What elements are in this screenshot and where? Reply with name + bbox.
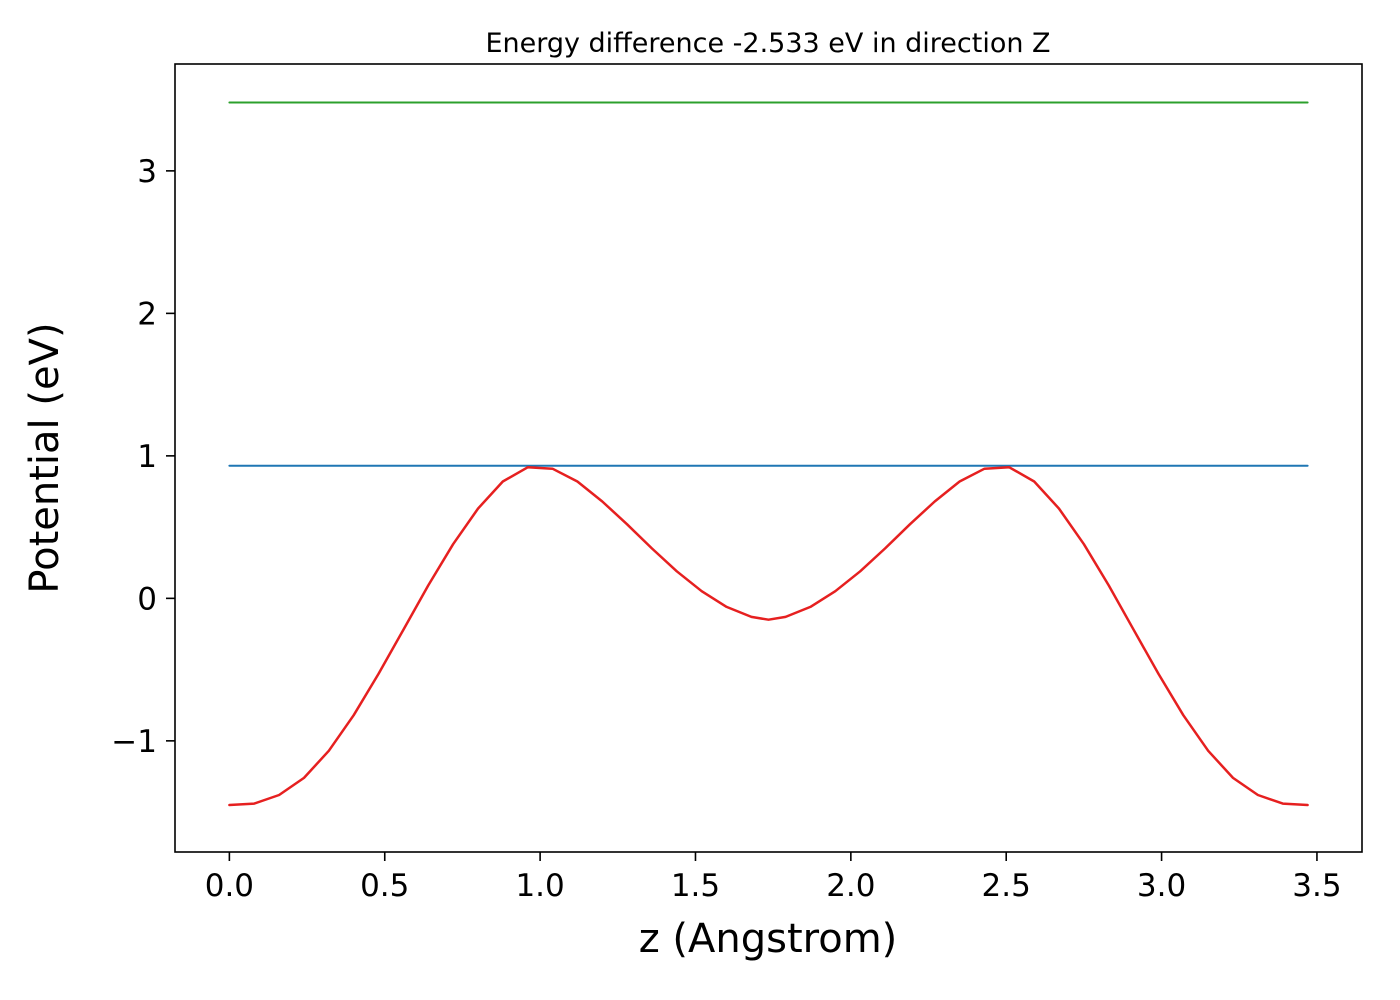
y-tick-label: 1: [137, 439, 157, 475]
x-tick-label: 1.5: [671, 868, 720, 904]
x-axis-label: z (Angstrom): [639, 916, 898, 962]
y-tick-label: 3: [137, 154, 157, 190]
x-tick-label: 2.0: [826, 868, 875, 904]
chart-title: Energy difference -2.533 eV in direction…: [485, 28, 1050, 59]
y-tick-label: 2: [137, 296, 157, 332]
plot-area: 0.0 0.5 1.0 1.5 2.0 2.5 3.0 3.5 −1 0 1 2 3: [111, 63, 1363, 904]
x-tick-label: 3.5: [1292, 868, 1341, 904]
y-axis-label: Potential (eV): [22, 322, 68, 593]
axes-frame: [174, 63, 1363, 853]
y-tick-label: −1: [111, 724, 157, 760]
planar-average-potential-curve: [228, 466, 1309, 807]
x-tick-label: 1.0: [515, 868, 564, 904]
y-tick-label: 0: [137, 581, 157, 617]
x-tick-label: 2.5: [982, 868, 1031, 904]
x-tick-label: 0.0: [205, 868, 254, 904]
x-tick-label: 0.5: [360, 868, 409, 904]
x-tick-label: 3.0: [1137, 868, 1186, 904]
